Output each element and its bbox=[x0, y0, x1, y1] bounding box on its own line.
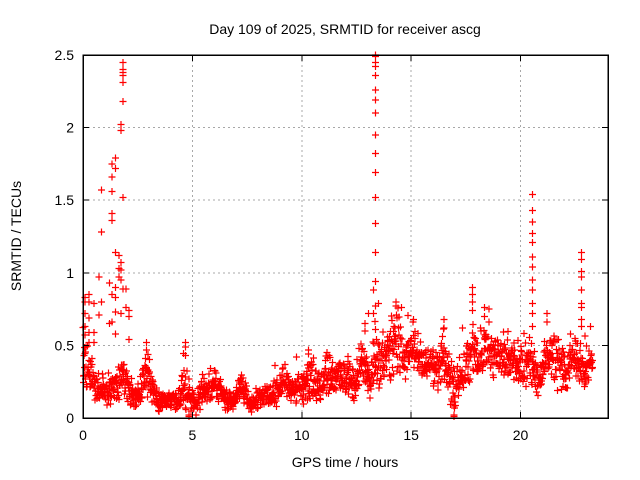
data-points-srmtid bbox=[79, 51, 596, 420]
chart-title: Day 109 of 2025, SRMTID for receiver asc… bbox=[209, 21, 481, 37]
y-tick-label: 2 bbox=[66, 120, 74, 136]
y-tick-label: 0 bbox=[66, 410, 74, 426]
y-tick-label: 1 bbox=[66, 265, 74, 281]
grid-lines bbox=[83, 55, 608, 418]
axes-border bbox=[82, 54, 609, 419]
plot-border bbox=[82, 54, 609, 419]
x-tick-label: 5 bbox=[188, 427, 196, 443]
x-tick-label: 0 bbox=[79, 427, 87, 443]
y-tick-labels: 0 0.5 1 1.5 2 2.5 bbox=[55, 47, 75, 426]
x-tick-label: 20 bbox=[513, 427, 529, 443]
scatter-markers bbox=[79, 51, 596, 420]
x-tick-labels: 0 5 10 15 20 bbox=[79, 427, 528, 443]
x-tick-label: 10 bbox=[294, 427, 310, 443]
x-tick-label: 15 bbox=[403, 427, 419, 443]
y-axis-label: SRMTID / TECUs bbox=[8, 181, 24, 291]
y-tick-label: 2.5 bbox=[55, 47, 75, 63]
y-tick-label: 1.5 bbox=[55, 192, 75, 208]
y-tick-label: 0.5 bbox=[55, 337, 75, 353]
x-axis-label: GPS time / hours bbox=[292, 454, 399, 470]
